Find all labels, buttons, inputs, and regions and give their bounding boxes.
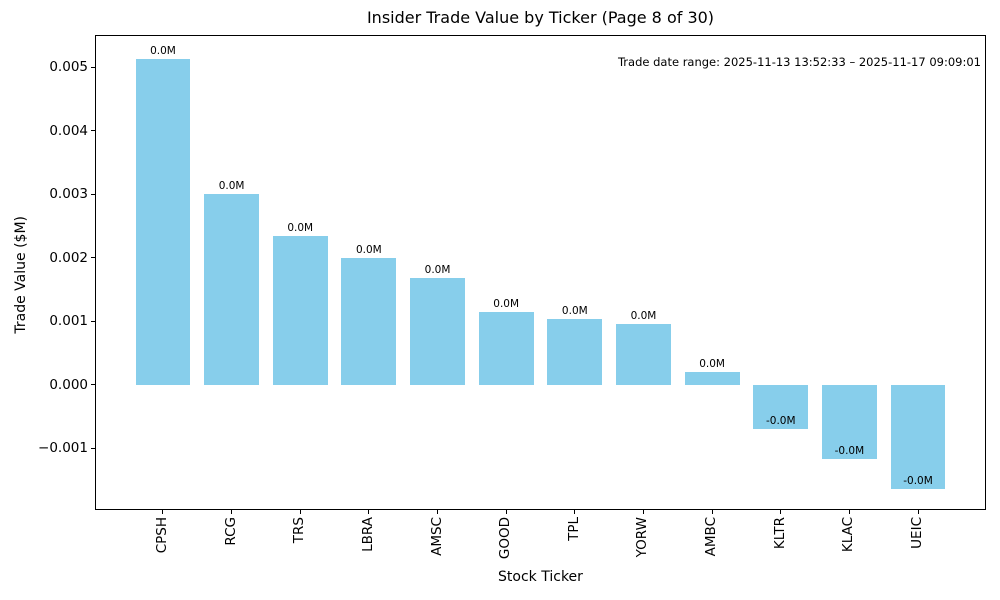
bar: [410, 278, 465, 385]
bar: [478, 312, 534, 385]
bar: [753, 384, 809, 429]
x-tick-label: LBRA: [359, 517, 376, 552]
y-tick-label: 0.005: [49, 59, 88, 75]
bar-value-label: -0.0M: [903, 475, 933, 488]
y-tick-mark: [91, 320, 95, 322]
x-tick-mark: [642, 510, 644, 514]
x-tick-mark: [368, 510, 370, 514]
bar-value-label: 0.0M: [287, 221, 314, 234]
y-tick-mark: [91, 384, 95, 386]
bar-value-label: 0.0M: [493, 298, 520, 311]
x-tick-label: KLAC: [840, 517, 857, 553]
chart-title: Insider Trade Value by Ticker (Page 8 of…: [366, 8, 715, 27]
bar: [890, 384, 946, 490]
y-axis-label: Trade Value ($M): [13, 216, 29, 334]
x-tick-label: CPSH: [153, 517, 170, 554]
x-tick-label: AMSC: [428, 517, 445, 556]
bar: [135, 59, 191, 385]
x-tick-label: TPL: [565, 517, 582, 541]
bar: [204, 194, 260, 385]
date-range-annotation: Trade date range: 2025-11-13 13:52:33 – …: [617, 55, 981, 69]
bar-value-label: 0.0M: [218, 180, 245, 192]
bar-value-label: 0.0M: [699, 357, 725, 370]
x-tick-mark: [711, 510, 713, 514]
bar: [616, 323, 671, 385]
bar: [341, 257, 397, 385]
x-tick-label: AMBC: [703, 517, 720, 557]
bar-value-label: 0.0M: [355, 243, 382, 256]
x-tick-label: YORW: [634, 517, 651, 558]
bar-value-label: 0.0M: [424, 264, 451, 277]
x-tick-label: TRS: [291, 517, 308, 544]
bar-value-label: -0.0M: [765, 414, 796, 427]
x-tick-label: UEIC: [909, 517, 926, 549]
y-tick-label: 0.004: [49, 122, 88, 139]
x-tick-mark: [574, 510, 576, 514]
x-axis-label: Stock Ticker: [498, 569, 583, 585]
x-tick-mark: [437, 510, 439, 514]
y-tick-label: 0.000: [49, 376, 88, 393]
bar: [821, 384, 877, 460]
x-tick-mark: [299, 510, 301, 514]
bar-value-label: 0.0M: [630, 309, 657, 322]
x-tick-mark: [917, 510, 919, 514]
x-tick-label: KLTR: [771, 517, 788, 550]
bar-value-label: -0.0M: [834, 445, 865, 458]
y-tick-mark: [91, 66, 95, 68]
y-tick-mark: [91, 130, 95, 131]
bar: [684, 371, 740, 385]
x-tick-mark: [505, 510, 507, 514]
y-tick-mark: [91, 257, 95, 258]
y-tick-label: 0.001: [49, 313, 88, 330]
y-tick-label: −0.001: [38, 440, 88, 457]
bar-value-label: 0.0M: [561, 305, 588, 318]
x-tick-mark: [231, 510, 233, 514]
bar-value-label: 0.0M: [150, 45, 176, 58]
x-tick-mark: [162, 510, 164, 514]
x-tick-mark: [848, 510, 850, 514]
x-tick-label: GOOD: [497, 517, 514, 560]
x-tick-label: RCG: [222, 517, 239, 546]
y-tick-mark: [91, 193, 95, 195]
bar: [547, 319, 603, 385]
x-tick-mark: [780, 510, 782, 514]
y-tick-label: 0.002: [49, 249, 88, 266]
bar: [272, 235, 328, 385]
y-tick-mark: [91, 447, 95, 449]
y-tick-label: 0.003: [49, 186, 88, 202]
